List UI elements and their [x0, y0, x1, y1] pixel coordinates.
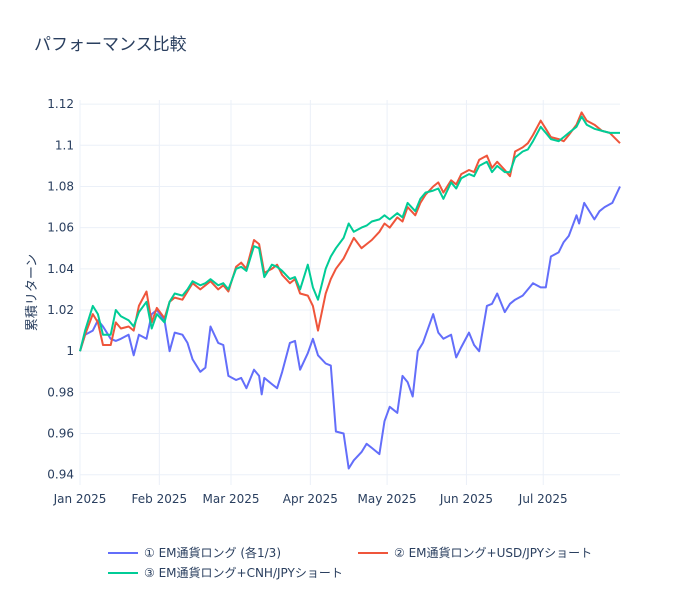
y-tick-label: 0.96 [47, 427, 74, 441]
y-tick-label: 1.02 [47, 303, 74, 317]
series-layer [79, 111, 621, 470]
x-tick-label: Jul 2025 [518, 492, 568, 506]
y-tick-label: 0.94 [47, 468, 74, 482]
legend-label: ② EM通貨ロング+USD/JPYショート [394, 545, 592, 560]
series-line-3[interactable] [79, 115, 620, 352]
series-line-1[interactable] [79, 186, 621, 470]
x-tick-label: Feb 2025 [132, 492, 188, 506]
y-tick-label: 1.1 [55, 138, 74, 152]
legend-item-2[interactable]: ② EM通貨ロング+USD/JPYショート [358, 545, 592, 560]
x-tick-label: Jan 2025 [53, 492, 107, 506]
legend-label: ① EM通貨ロング (各1/3) [144, 545, 281, 560]
y-tick-label: 1 [66, 344, 74, 358]
legend[interactable]: ① EM通貨ロング (各1/3) ② EM通貨ロング+USD/JPYショート ③ E… [108, 545, 592, 580]
legend-item-3[interactable]: ③ EM通貨ロング+CNH/JPYショート [108, 565, 343, 580]
y-tick-label: 1.04 [47, 262, 74, 276]
grid-layer [79, 100, 620, 485]
legend-label: ③ EM通貨ロング+CNH/JPYショート [144, 565, 343, 580]
y-tick-label: 1.06 [47, 221, 74, 235]
tick-layer: 0.94 0.96 0.98 1 1.02 1.04 1.06 1.08 1.1 1.12 Jan … [47, 97, 567, 506]
x-tick-label: Jun 2025 [439, 492, 493, 506]
y-tick-label: 1.08 [47, 179, 74, 193]
chart-title: パフォーマンス比較 [34, 35, 187, 55]
x-tick-label: May 2025 [358, 492, 417, 506]
y-axis-title: 累積リターン [25, 254, 40, 331]
y-tick-label: 1.12 [47, 97, 74, 111]
x-tick-label: Mar 2025 [202, 492, 259, 506]
legend-item-1[interactable]: ① EM通貨ロング (各1/3) [108, 545, 281, 560]
x-tick-label: Apr 2025 [283, 492, 338, 506]
y-tick-label: 0.98 [47, 385, 74, 399]
